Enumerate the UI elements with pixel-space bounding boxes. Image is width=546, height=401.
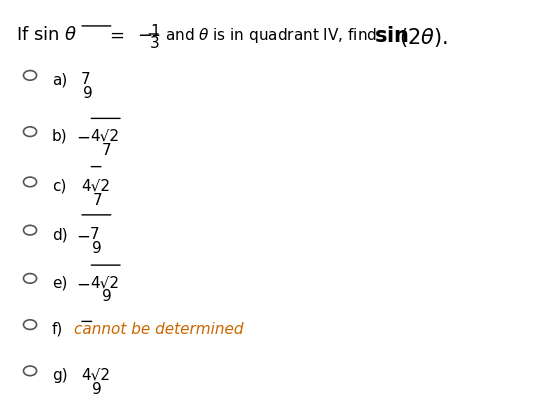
Text: 4√2: 4√2 <box>81 367 110 382</box>
Text: 7: 7 <box>81 72 91 87</box>
Text: 4√2: 4√2 <box>90 128 119 143</box>
Text: 7: 7 <box>92 192 102 207</box>
Text: 1: 1 <box>150 24 160 39</box>
Text: 9: 9 <box>92 381 102 396</box>
Text: and $\theta$ is in quadrant IV, find: and $\theta$ is in quadrant IV, find <box>165 26 378 45</box>
Text: −: − <box>76 128 90 146</box>
Text: $(2\theta).$: $(2\theta).$ <box>399 26 447 49</box>
Text: $\mathbf{sin}$: $\mathbf{sin}$ <box>374 26 409 46</box>
Text: d): d) <box>52 227 68 241</box>
Text: 7: 7 <box>90 227 100 241</box>
Text: 4√2: 4√2 <box>90 275 119 290</box>
Text: cannot be determined: cannot be determined <box>74 321 243 336</box>
Text: f): f) <box>52 321 63 336</box>
Text: a): a) <box>52 72 67 87</box>
Text: 9: 9 <box>92 241 102 255</box>
Text: 3: 3 <box>150 36 160 51</box>
Text: g): g) <box>52 367 68 382</box>
Text: If $\mathregular{sin}\ \theta$: If $\mathregular{sin}\ \theta$ <box>16 26 78 44</box>
Text: $= \ -$: $= \ -$ <box>106 26 153 44</box>
Text: 4√2: 4√2 <box>81 178 110 193</box>
Text: e): e) <box>52 275 67 290</box>
Text: 9: 9 <box>102 289 111 304</box>
Text: 9: 9 <box>83 86 92 101</box>
Text: c): c) <box>52 178 66 193</box>
Text: b): b) <box>52 128 68 143</box>
Text: 7: 7 <box>102 142 111 157</box>
Text: −: − <box>76 275 90 293</box>
Text: −: − <box>76 227 90 245</box>
